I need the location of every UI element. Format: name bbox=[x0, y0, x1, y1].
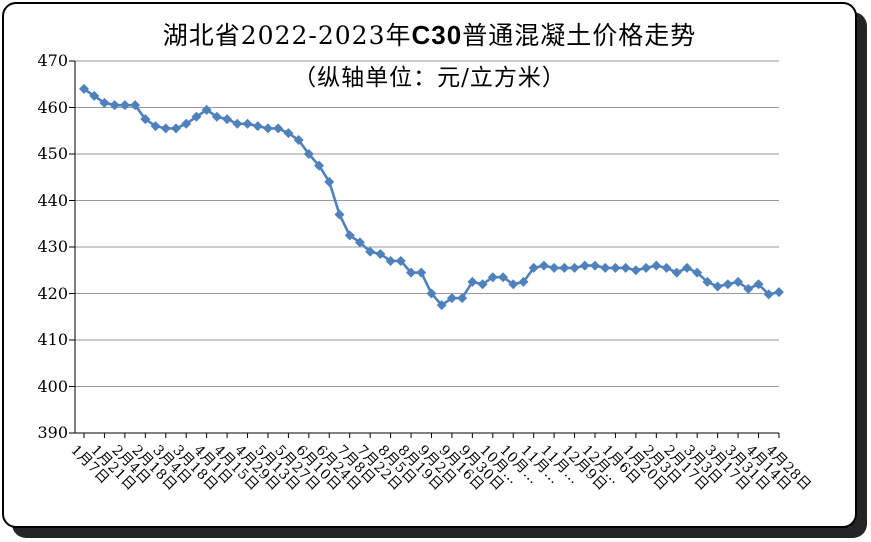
data-point-marker bbox=[201, 104, 212, 115]
data-point-marker bbox=[273, 123, 284, 134]
data-point-marker bbox=[528, 262, 539, 273]
data-point-marker bbox=[119, 100, 130, 111]
y-axis-tick-label: 460 bbox=[37, 97, 68, 117]
y-axis-tick-label: 440 bbox=[37, 190, 68, 210]
data-point-marker bbox=[773, 287, 784, 298]
data-point-marker bbox=[354, 237, 365, 248]
data-point-marker bbox=[590, 260, 600, 271]
data-point-marker bbox=[222, 114, 233, 125]
data-point-marker bbox=[150, 121, 161, 132]
chart-frame: 湖北省2022-2023年C30普通混凝土价格走势 （纵轴单位：元/立方米） 4… bbox=[2, 2, 857, 528]
data-point-marker bbox=[733, 276, 744, 287]
data-point-marker bbox=[651, 260, 662, 271]
plot-area bbox=[69, 60, 784, 438]
data-point-marker bbox=[140, 114, 151, 125]
data-point-marker bbox=[365, 246, 376, 257]
data-point-marker bbox=[170, 123, 181, 134]
data-point-marker bbox=[324, 176, 335, 187]
data-point-marker bbox=[467, 276, 478, 287]
data-point-marker bbox=[89, 90, 100, 101]
data-point-marker bbox=[385, 255, 396, 266]
data-point-marker bbox=[79, 83, 89, 94]
title-c30: C30 bbox=[411, 20, 463, 50]
data-point-marker bbox=[518, 276, 529, 287]
data-point-marker bbox=[232, 118, 243, 129]
data-point-marker bbox=[99, 97, 110, 108]
data-point-marker bbox=[641, 262, 652, 273]
data-point-marker bbox=[569, 262, 580, 273]
data-point-marker bbox=[303, 149, 314, 159]
data-point-marker bbox=[620, 262, 631, 273]
data-point-marker bbox=[692, 267, 703, 278]
y-axis-tick-label: 420 bbox=[37, 283, 68, 303]
data-point-marker bbox=[283, 128, 294, 139]
data-point-marker bbox=[477, 279, 488, 290]
y-axis-tick-label: 410 bbox=[37, 330, 68, 349]
y-axis-tick-label: 430 bbox=[37, 237, 68, 256]
data-point-marker bbox=[630, 265, 641, 276]
data-point-marker bbox=[130, 100, 141, 111]
title-suffix: 普通混凝土价格走势 bbox=[462, 21, 697, 50]
data-point-marker bbox=[753, 279, 764, 290]
data-point-marker bbox=[344, 230, 355, 241]
y-axis-tick-label: 390 bbox=[37, 423, 68, 442]
data-point-marker bbox=[508, 279, 519, 290]
data-point-marker bbox=[109, 100, 120, 111]
data-point-marker bbox=[712, 281, 723, 292]
title-prefix: 湖北省2022-2023年 bbox=[162, 21, 412, 50]
data-point-marker bbox=[191, 111, 202, 122]
data-point-marker bbox=[262, 123, 273, 134]
data-point-marker bbox=[579, 260, 590, 271]
data-point-marker bbox=[436, 300, 447, 311]
data-point-marker bbox=[457, 293, 468, 304]
data-point-marker bbox=[252, 121, 263, 132]
data-point-marker bbox=[242, 118, 253, 129]
y-axis-tick-label: 470 bbox=[37, 51, 68, 70]
data-point-marker bbox=[763, 289, 774, 300]
chart-title: 湖北省2022-2023年C30普通混凝土价格走势 bbox=[4, 16, 855, 52]
data-point-marker bbox=[160, 123, 171, 134]
data-point-marker bbox=[487, 272, 498, 283]
data-point-marker bbox=[211, 111, 222, 122]
data-point-marker bbox=[559, 262, 570, 273]
data-point-marker bbox=[549, 262, 560, 273]
data-point-marker bbox=[395, 255, 406, 266]
data-point-marker bbox=[702, 276, 713, 287]
data-point-marker bbox=[610, 262, 621, 273]
chart-subtitle: （纵轴单位：元/立方米） bbox=[293, 65, 566, 91]
data-point-marker bbox=[446, 293, 457, 304]
data-point-marker bbox=[722, 279, 733, 290]
data-point-marker bbox=[426, 288, 437, 299]
data-point-marker bbox=[538, 260, 549, 271]
y-axis-tick-label: 450 bbox=[37, 144, 68, 163]
data-point-marker bbox=[498, 272, 509, 283]
data-point-marker bbox=[661, 262, 672, 273]
data-point-marker bbox=[671, 267, 682, 278]
data-point-marker bbox=[314, 160, 325, 171]
data-point-marker bbox=[681, 262, 692, 273]
data-point-marker bbox=[743, 283, 754, 294]
data-point-marker bbox=[375, 248, 386, 259]
y-axis-tick-label: 400 bbox=[37, 376, 68, 396]
data-point-marker bbox=[416, 267, 427, 278]
data-point-marker bbox=[406, 267, 417, 278]
data-point-marker bbox=[334, 209, 345, 220]
data-point-marker bbox=[293, 135, 304, 146]
data-point-marker bbox=[181, 118, 192, 129]
data-point-marker bbox=[600, 262, 611, 273]
